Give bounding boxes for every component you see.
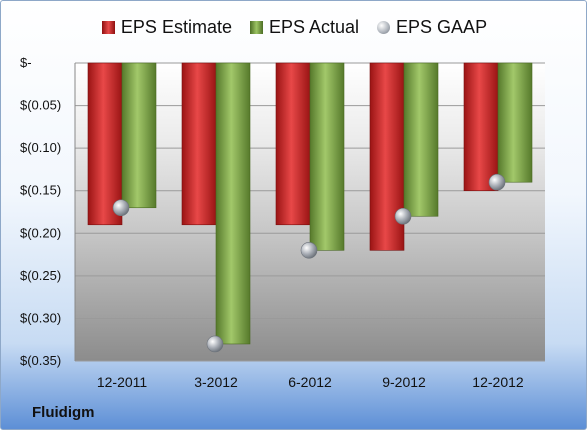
bar-eps-actual — [215, 62, 251, 345]
legend-label-estimate: EPS Estimate — [120, 17, 232, 37]
bar-eps-actual — [497, 62, 533, 183]
gaap-markers — [112, 173, 506, 353]
bar-eps-estimate — [275, 62, 311, 226]
x-tick-label: 12-2011 — [97, 374, 148, 390]
y-tick-label: $(0.30) — [20, 310, 61, 325]
legend-item-gaap: EPS GAAP — [377, 17, 487, 38]
x-tick-label: 6-2012 — [288, 374, 332, 390]
legend-swatch-estimate — [101, 21, 115, 34]
x-axis-ticks: 12-2011 3-2012 6-2012 9-2012 12-2012 — [97, 374, 524, 390]
bar-eps-estimate — [181, 62, 217, 226]
marker-eps-gaap — [488, 173, 506, 191]
x-tick-label: 3-2012 — [194, 374, 238, 390]
marker-eps-gaap — [300, 242, 318, 259]
legend-item-actual: EPS Actual — [249, 17, 360, 38]
y-tick-label: $(0.05) — [20, 98, 61, 113]
y-axis-ticks: $- $(0.05) $(0.10) $(0.15) $(0.20) $(0.25) $(0… — [20, 55, 61, 368]
y-tick-label: $(0.25) — [20, 268, 61, 283]
legend: EPS Estimate EPS Actual EPS GAAP — [1, 17, 586, 38]
marker-eps-gaap — [206, 335, 224, 353]
legend-item-estimate: EPS Estimate — [101, 17, 232, 38]
bar-eps-estimate — [463, 62, 499, 192]
bar-eps-actual — [309, 62, 345, 251]
bar-eps-actual — [403, 62, 439, 217]
marker-eps-gaap — [394, 207, 412, 225]
y-tick-label: $(0.10) — [20, 140, 61, 155]
x-tick-label: 12-2012 — [472, 374, 524, 390]
legend-label-gaap: EPS GAAP — [396, 17, 488, 37]
bar-eps-estimate — [87, 62, 123, 226]
x-tick-label: 9-2012 — [382, 374, 426, 390]
y-tick-label: $(0.20) — [20, 225, 61, 240]
bars — [87, 62, 533, 345]
marker-eps-gaap — [112, 199, 130, 217]
legend-label-actual: EPS Actual — [268, 17, 360, 37]
legend-swatch-gaap — [377, 21, 391, 34]
bar-eps-actual — [121, 62, 157, 209]
y-tick-label: $(0.35) — [20, 353, 61, 368]
company-name: Fluidigm — [32, 404, 95, 421]
y-tick-label: $- — [20, 55, 32, 70]
legend-swatch-actual — [249, 21, 263, 34]
y-tick-label: $(0.15) — [20, 183, 61, 198]
